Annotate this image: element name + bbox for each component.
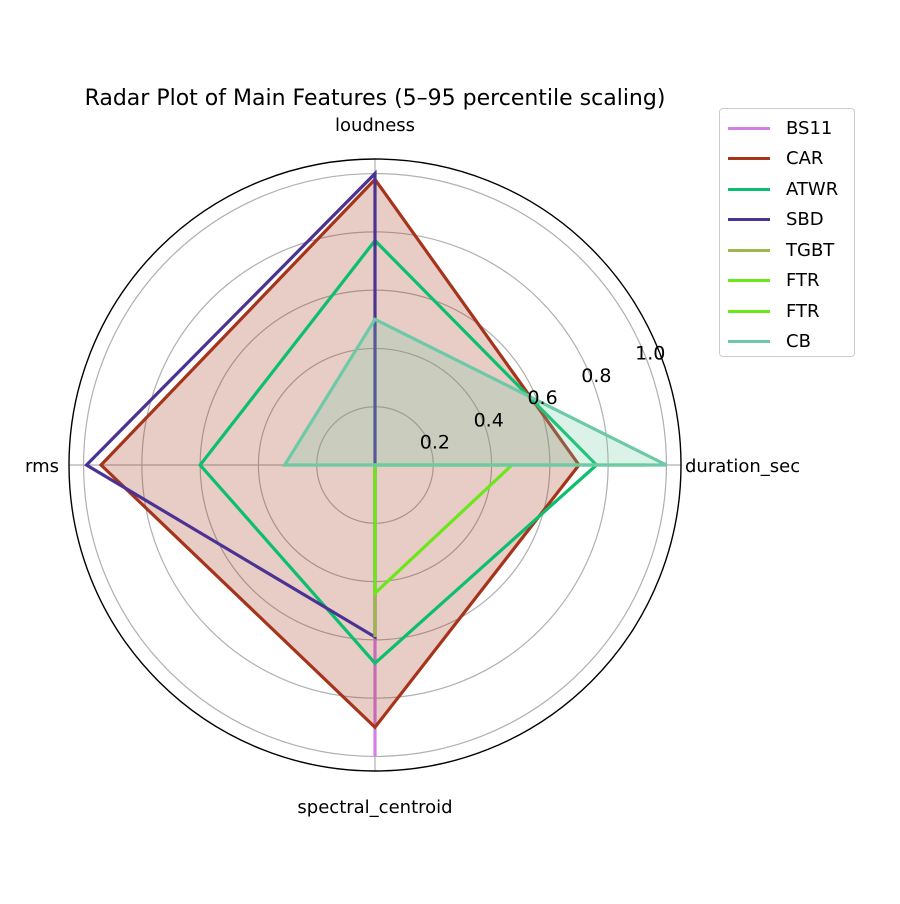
legend-swatch <box>728 187 770 191</box>
series-line-cb <box>281 317 668 467</box>
legend-item: SBD <box>728 205 846 236</box>
legend-swatch <box>728 218 770 222</box>
chart-title: Radar Plot of Main Features (5–95 percen… <box>84 86 666 111</box>
series-line-car <box>98 176 581 730</box>
legend-label: ATWR <box>786 178 839 200</box>
legend-label: SBD <box>786 209 824 231</box>
legend-swatch <box>728 309 770 313</box>
r-tick-label: 1.0 <box>635 342 665 364</box>
legend-item: ATWR <box>728 174 846 205</box>
legend: BS11 CAR ATWR SBD TGBT FTR FTR CB <box>719 108 855 357</box>
axis-label-spectral-centroid: spectral_centroid <box>297 797 452 818</box>
legend-label: FTR <box>786 270 820 292</box>
legend-item: CAR <box>728 144 846 175</box>
legend-item: BS11 <box>728 113 846 144</box>
axis-label-rms: rms <box>25 456 59 477</box>
r-tick-label: 0.4 <box>474 409 504 431</box>
legend-label: BS11 <box>786 117 833 139</box>
legend-label: TGBT <box>786 239 835 261</box>
legend-swatch <box>728 279 770 283</box>
legend-label: CAR <box>786 148 824 170</box>
r-tick-label: 0.8 <box>581 365 611 387</box>
legend-swatch <box>728 126 770 130</box>
plot-frame <box>68 158 682 772</box>
legend-item: TGBT <box>728 235 846 266</box>
legend-item: FTR <box>728 296 846 327</box>
legend-item: CB <box>728 327 846 358</box>
series-fill-cb <box>284 319 667 465</box>
series-line-atwr <box>198 238 599 666</box>
legend-label: FTR <box>786 300 820 322</box>
series-fill-car <box>101 179 580 728</box>
legend-label: CB <box>786 331 811 353</box>
legend-item: FTR <box>728 266 846 297</box>
legend-swatch <box>728 340 770 344</box>
legend-swatch <box>728 248 770 252</box>
legend-swatch <box>728 157 770 161</box>
r-tick-label: 0.6 <box>527 387 557 409</box>
r-tick-label: 0.2 <box>420 432 450 454</box>
axis-label-loudness: loudness <box>335 115 415 136</box>
axis-label-duration-sec: duration_sec <box>685 456 800 477</box>
